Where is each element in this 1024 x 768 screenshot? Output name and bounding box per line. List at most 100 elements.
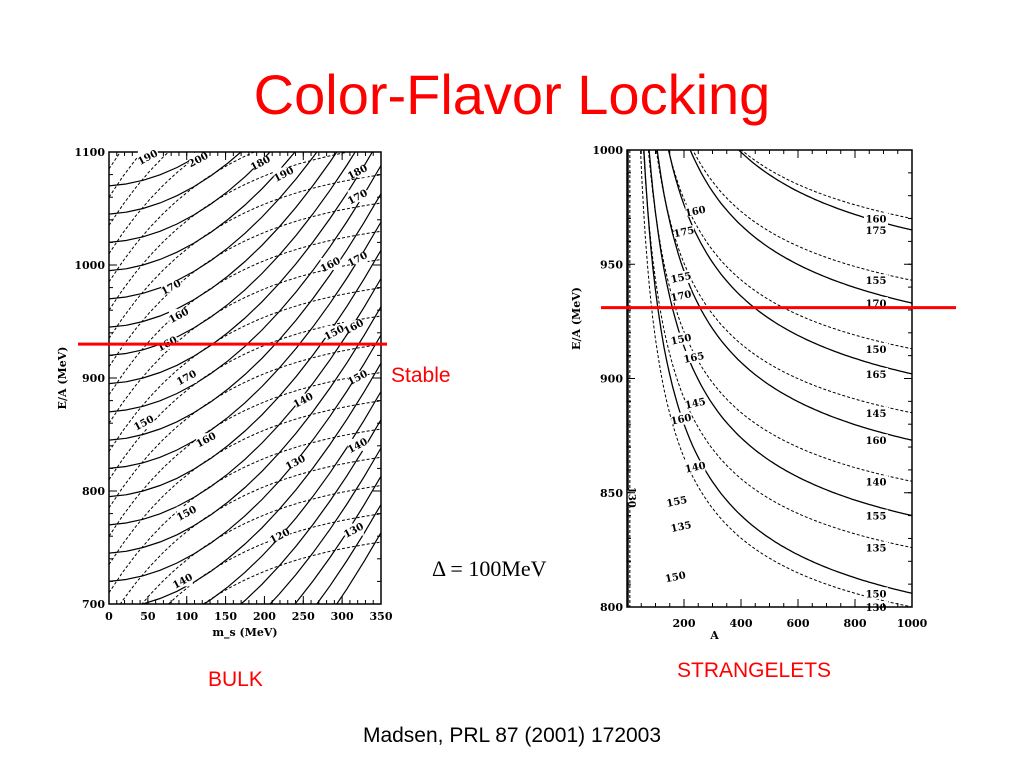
bulk-solid-curve xyxy=(109,152,206,187)
bulk-contour-label-bg xyxy=(250,156,271,169)
bulk-y-tick-label: 700 xyxy=(82,598,105,611)
strangelet-end-label-bg xyxy=(864,223,888,236)
strangelet-y-tick-label: 850 xyxy=(600,487,623,500)
strangelet-contour-label: 175 xyxy=(673,225,696,240)
bulk-dotted-curve xyxy=(109,343,381,509)
bulk-solid-curve xyxy=(109,220,381,469)
bulk-contour-label-bg xyxy=(324,325,345,338)
strangelet-end-label-bg xyxy=(864,406,888,419)
bulk-solid-curve xyxy=(109,152,242,215)
strangelet-x-tick-label: 200 xyxy=(673,617,696,630)
strangelet-end-label-bg xyxy=(864,367,888,380)
strangelet-y-tick-label: 900 xyxy=(600,373,623,386)
strangelet-contour-label: 155 xyxy=(670,271,693,286)
strangelet-curve xyxy=(655,150,912,414)
strangelet-curve xyxy=(648,150,912,517)
strangelet-x-tick-label: 1000 xyxy=(897,617,928,630)
bulk-dotted-curve xyxy=(109,202,381,367)
bulk-x-tick-label: 200 xyxy=(253,610,276,623)
bulk-contour-label-bg xyxy=(320,258,341,270)
strangelet-end-label: 170 xyxy=(866,299,887,310)
bulk-frame xyxy=(108,151,382,605)
bulk-dotted-curve xyxy=(109,174,381,339)
bulk-dotted-curve xyxy=(109,428,381,593)
bulk-contour-label-bg xyxy=(347,252,368,265)
strangelet-contour-label: 160 xyxy=(670,413,693,428)
bulk-y-tick-label: 800 xyxy=(82,485,105,498)
strangelet-label-bg xyxy=(671,412,692,425)
strangelet-x-tick-label: 800 xyxy=(844,617,867,630)
strangelet-end-label-bg xyxy=(864,509,888,522)
bulk-contour-label-bg xyxy=(347,438,368,451)
strangelet-end-label: 165 xyxy=(866,370,887,381)
strangelet-curve xyxy=(643,150,912,549)
bulk-solid-curve xyxy=(202,390,381,604)
strangelet-contour-label: 165 xyxy=(683,351,706,366)
bulk-dotted-curve xyxy=(202,541,381,604)
strangelet-label-bg xyxy=(685,204,706,217)
bulk-dotted-curve xyxy=(109,152,170,226)
strangelet-label-bg xyxy=(666,494,687,507)
strangelet-contour-label: 160 xyxy=(684,205,707,220)
bulk-solid-curve xyxy=(316,503,381,604)
bulk-contour-label-bg xyxy=(188,152,209,165)
bulk-solid-curve xyxy=(239,418,381,604)
bulk-contour-label-bg xyxy=(285,455,306,468)
strangelet-label-bg xyxy=(671,270,692,283)
bulk-x-tick-label: 50 xyxy=(140,610,156,623)
bulk-solid-curve xyxy=(109,152,271,243)
bulk-dotted-curve xyxy=(109,315,381,480)
bulk-solid-curve xyxy=(109,277,381,526)
strangelet-curve xyxy=(667,150,912,375)
bulk-contour-label-bg xyxy=(293,393,314,406)
bulk-dotted-curve xyxy=(109,400,381,565)
strangelet-label-bg xyxy=(671,520,692,533)
strangelet-y-tick-label: 1000 xyxy=(592,144,623,157)
bulk-solid-curve xyxy=(109,152,296,272)
bulk-dotted-curve xyxy=(109,152,256,283)
bulk-y-tick-label: 900 xyxy=(82,372,105,385)
strangelets-label: STRANGELETS xyxy=(677,659,832,682)
strangelet-end-label: 135 xyxy=(866,544,887,555)
strangelet-label-bg xyxy=(671,332,692,345)
strangelet-y-tick-label: 800 xyxy=(600,601,623,614)
bulk-solid-curve xyxy=(109,152,373,385)
strangelet-label-bg xyxy=(685,396,706,409)
delta-label: Δ = 100MeV xyxy=(432,556,547,581)
strangelet-x-tick-label: 600 xyxy=(787,617,810,630)
strangelet-end-label-bg xyxy=(864,342,888,355)
strangelet-curve xyxy=(667,150,912,350)
strangelet-contour-label: 150 xyxy=(670,333,693,348)
strangelet-contour-label: 170 xyxy=(670,289,693,304)
slide-title: Color-Flavor Locking xyxy=(253,63,771,126)
bulk-contour-label-bg xyxy=(137,150,158,163)
strangelet-contour-label: 140 xyxy=(684,461,707,476)
strangelet-chart: 1601751551701501651451601401551351501301… xyxy=(570,144,956,642)
strangelet-end-label-bg xyxy=(864,541,888,554)
bulk-y-tick-label: 1100 xyxy=(74,146,105,159)
bulk-solid-curve xyxy=(109,192,381,441)
strangelet-end-label: 130 xyxy=(866,603,887,614)
bulk-dotted-curve xyxy=(141,485,381,604)
bulk-contour-label-bg xyxy=(269,529,290,542)
bulk-y-tick-label: 1000 xyxy=(74,259,105,272)
strangelet-end-label: 150 xyxy=(866,345,887,356)
bulk-x-tick-label: 300 xyxy=(331,610,354,623)
bulk-contour-label-bg xyxy=(168,308,189,321)
bulk-dotted-curve xyxy=(109,152,143,198)
strangelet-contour-label: 145 xyxy=(684,397,707,412)
bulk-dotted-curve xyxy=(109,287,381,452)
bulk-contour-label-bg xyxy=(347,190,368,203)
strangelet-curve xyxy=(656,150,912,441)
strangelet-end-label-bg xyxy=(864,212,888,225)
strangelet-curve xyxy=(647,150,912,482)
bulk-contour-label-bg xyxy=(176,506,197,519)
strangelet-contour-label: 130 xyxy=(625,487,636,508)
bulk-solid-curve xyxy=(336,531,381,604)
strangelet-end-label: 150 xyxy=(866,589,887,600)
strangelet-label-bg xyxy=(671,289,692,302)
stable-label: Stable xyxy=(391,364,451,387)
bulk-contour-label-bg xyxy=(172,574,193,587)
bulk-contour-label-bg xyxy=(347,165,368,178)
bulk-x-axis-label: m_s (MeV) xyxy=(212,626,277,640)
